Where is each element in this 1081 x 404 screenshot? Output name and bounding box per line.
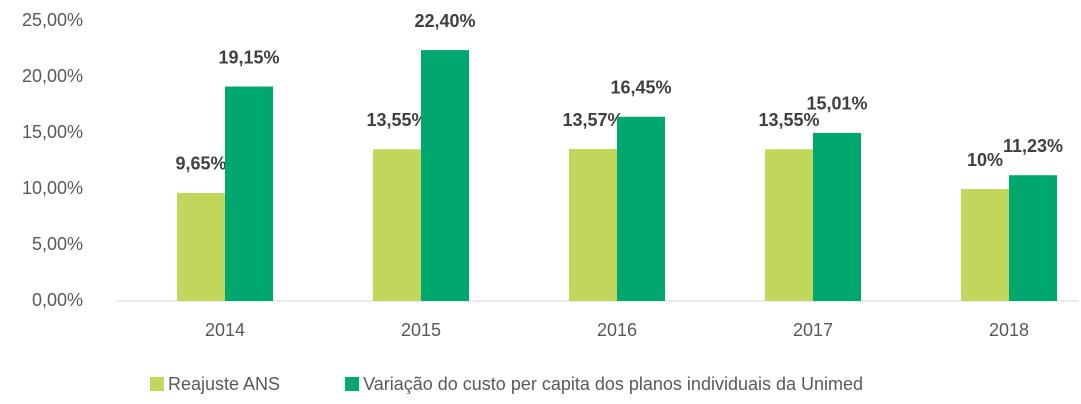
y-tick-label: 20,00% [22, 66, 83, 86]
x-tick-label: 2015 [401, 320, 441, 340]
bar [225, 86, 273, 302]
bar [813, 132, 861, 301]
y-tick-label: 25,00% [22, 10, 83, 30]
data-label: 13,57% [562, 110, 623, 130]
bar [961, 189, 1009, 301]
data-label: 13,55% [758, 110, 819, 130]
data-label: 15,01% [806, 94, 867, 114]
x-tick-label: 2016 [597, 320, 637, 340]
bar [373, 149, 421, 301]
y-tick-label: 0,00% [32, 290, 83, 310]
bar [569, 149, 617, 301]
bar [1009, 175, 1057, 301]
bar [765, 149, 813, 301]
data-label: 10% [967, 150, 1003, 170]
x-tick-label: 2017 [793, 320, 833, 340]
x-tick-label: 2014 [205, 320, 245, 340]
y-tick-label: 10,00% [22, 178, 83, 198]
data-label: 22,40% [414, 11, 475, 31]
legend-swatch [150, 377, 164, 391]
x-tick-label: 2018 [989, 320, 1029, 340]
y-tick-label: 5,00% [32, 234, 83, 254]
legend-swatch [345, 377, 360, 391]
legend-label: Variação do custo per capita dos planos … [363, 374, 863, 394]
data-label: 9,65% [175, 154, 226, 174]
data-label: 16,45% [610, 78, 671, 98]
y-tick-label: 15,00% [22, 122, 83, 142]
data-label: 13,55% [366, 110, 427, 130]
legend-label: Reajuste ANS [168, 374, 280, 394]
data-label: 19,15% [218, 47, 279, 67]
bar [617, 116, 665, 301]
data-label: 11,23% [1003, 136, 1063, 156]
bar [421, 50, 469, 302]
bar [177, 192, 225, 301]
